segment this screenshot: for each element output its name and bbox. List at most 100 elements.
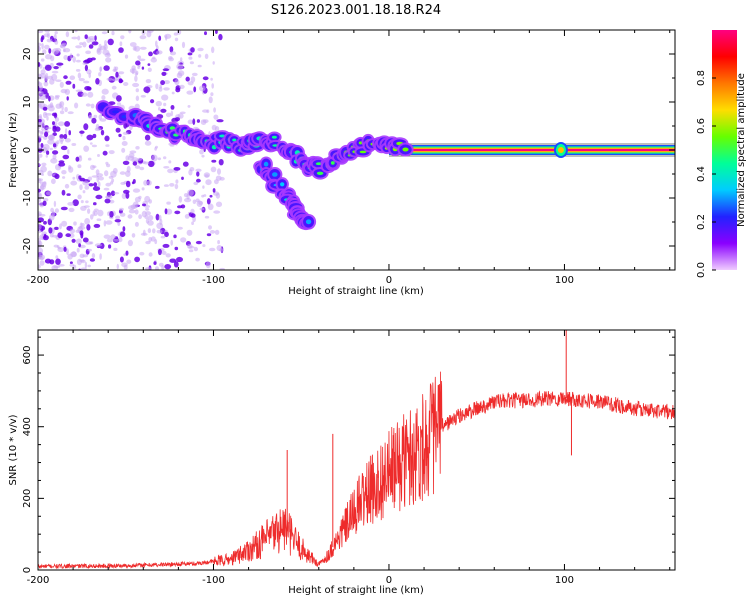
spectrogram-noise-blob — [150, 236, 156, 242]
spectrogram-noise-blob — [88, 114, 93, 120]
spectrogram-noise-blob — [79, 130, 85, 134]
spectrogram-noise-blob — [72, 199, 79, 207]
spectrogram-noise-blob — [48, 227, 53, 234]
spectrogram-noise-blob — [60, 206, 68, 211]
spectrogram-noise-blob — [54, 40, 59, 45]
spectrogram-noise-blob — [125, 192, 130, 199]
spectrogram-noise-blob — [158, 107, 161, 111]
spectrogram-noise-blob — [60, 88, 68, 94]
spectrogram-noise-blob — [211, 46, 215, 54]
spectrogram-noise-blob — [87, 248, 92, 252]
spectrogram-noise-blob — [53, 66, 59, 70]
spectrogram-noise-blob — [113, 238, 120, 242]
spectrogram-noise-blob — [86, 134, 94, 141]
spectrogram-noise-blob — [124, 54, 129, 59]
spectrogram-noise-blob — [176, 63, 184, 70]
spectrogram-noise-blob — [156, 229, 163, 234]
spectrogram-noise-blob — [106, 52, 111, 56]
spectrogram-noise-blob — [109, 211, 114, 218]
spectrogram-noise-blob — [161, 94, 169, 101]
spectrogram-noise-blob — [103, 187, 110, 191]
spectrogram-xtick-label: 100 — [555, 275, 574, 286]
spectrogram-noise-blob — [215, 126, 220, 132]
spectrogram-noise-blob — [187, 52, 193, 56]
spectrogram-noise-blob — [97, 209, 104, 217]
spectrogram-xtick-label: 0 — [386, 275, 392, 286]
spectrogram-noise-blob — [175, 87, 181, 93]
spectrogram-noise-blob — [82, 180, 89, 186]
spectrogram-marks — [38, 30, 675, 270]
spectrogram-noise-blob — [54, 94, 60, 98]
spectrogram-noise-blob — [162, 68, 170, 72]
spectrogram-noise-blob — [45, 154, 48, 158]
spectrogram-noise-blob — [122, 226, 126, 232]
spectrogram-noise-blob — [78, 175, 82, 180]
spectrogram-noise-blob — [38, 114, 43, 119]
spectrogram-noise-blob — [196, 178, 201, 183]
spectrogram-noise-blob — [111, 178, 115, 183]
spectrogram-noise-blob — [147, 160, 155, 168]
spectrogram-noise-blob — [144, 134, 151, 141]
spectrogram-noise-blob — [204, 31, 207, 36]
spectrogram-noise-blob — [38, 223, 42, 230]
spectrogram-xlabel: Height of straight line (km) — [288, 286, 424, 297]
spectrogram-noise-blob — [193, 181, 199, 186]
spectrogram-noise-blob — [87, 208, 91, 214]
spectrogram-noise-blob — [219, 267, 225, 270]
spectrogram-noise-blob — [70, 251, 77, 258]
spectrogram-noise-blob — [41, 162, 47, 167]
spectrogram-noise-blob — [168, 160, 172, 164]
spectrogram-noise-blob — [126, 259, 132, 264]
spectrogram-noise-blob — [110, 170, 117, 178]
spectrogram-noise-blob — [125, 170, 131, 177]
spectrogram-noise-blob — [39, 260, 45, 266]
spectrogram-noise-blob — [64, 106, 68, 113]
spectrogram-noise-blob — [57, 232, 63, 239]
spectrogram-noise-blob — [57, 246, 61, 250]
spectrogram-noise-blob — [132, 179, 136, 184]
spectrogram-noise-blob — [173, 234, 177, 239]
spectrogram-noise-blob — [49, 259, 55, 265]
spectrogram-noise-blob — [61, 170, 67, 175]
spectrogram-noise-blob — [82, 190, 86, 194]
spectrogram-noise-blob — [184, 197, 192, 203]
spectrogram-noise-blob — [38, 45, 41, 52]
spectrogram-noise-blob — [108, 150, 115, 155]
spectrogram-noise-blob — [181, 41, 186, 49]
spectrogram-noise-blob — [139, 46, 147, 50]
spectrogram-noise-blob — [42, 49, 47, 55]
spectrogram-noise-blob — [38, 135, 43, 139]
spectrogram-noise-blob — [210, 166, 217, 173]
spectrogram-noise-blob — [62, 176, 66, 179]
spectrogram-noise-blob — [102, 150, 108, 156]
spectrogram-noise-blob — [118, 133, 122, 138]
spectrogram-noise-blob — [54, 117, 60, 122]
spectrogram-noise-blob — [105, 195, 113, 200]
spectrogram-noise-blob — [88, 44, 94, 49]
spectrogram-noise-blob — [69, 263, 75, 267]
spectrogram-noise-blob — [150, 99, 155, 104]
spectrogram-noise-blob — [97, 181, 101, 188]
spectrogram-noise-blob — [175, 179, 179, 184]
spectrogram-noise-blob — [115, 127, 121, 133]
spectrogram-noise-blob — [138, 58, 146, 62]
spectrogram-noise-blob — [161, 71, 167, 76]
spectrogram-noise-blob — [128, 205, 135, 211]
snr-xtick-label: 0 — [386, 575, 392, 586]
spectrogram-noise-blob — [75, 69, 81, 72]
spectrogram-noise-blob — [123, 82, 129, 86]
spectrogram-noise-blob — [213, 210, 221, 214]
spectrogram-noise-blob — [163, 156, 167, 160]
spectrogram-noise-blob — [204, 53, 209, 59]
spectrogram-noise-blob — [38, 178, 42, 184]
spectrogram-noise-blob — [59, 223, 62, 230]
spectrogram-noise-blob — [144, 140, 152, 146]
spectrogram-noise-blob — [169, 46, 174, 53]
spectrogram-noise-blob — [72, 176, 76, 180]
spectrogram-ylabel: Frequency (Hz) — [8, 112, 19, 188]
spectrogram-noise-blob — [101, 88, 109, 95]
spectrogram-noise-blob — [78, 243, 81, 248]
spectrogram-noise-blob — [122, 135, 126, 141]
spectrogram-noise-blob — [143, 180, 149, 186]
